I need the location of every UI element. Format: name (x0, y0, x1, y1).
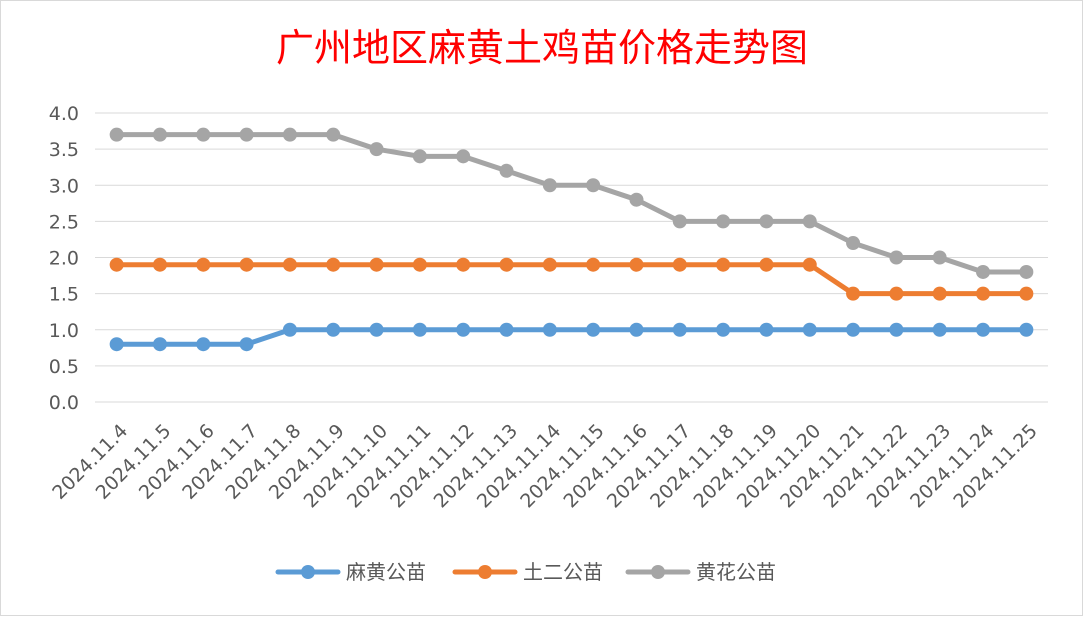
legend-marker (651, 565, 665, 579)
data-point (412, 149, 427, 164)
data-point (976, 264, 991, 279)
data-point (802, 257, 817, 272)
data-point (456, 149, 471, 164)
series-1 (109, 322, 1034, 352)
data-point (846, 236, 861, 251)
series-2 (109, 257, 1034, 301)
x-axis-ticks: 2024.11.42024.11.52024.11.62024.11.72024… (48, 420, 1042, 512)
data-point (152, 337, 167, 352)
y-tick-label: 2.5 (49, 211, 79, 233)
data-point (499, 257, 514, 272)
data-point (846, 322, 861, 337)
legend-marker (301, 565, 315, 579)
data-point (759, 214, 774, 229)
data-point (152, 257, 167, 272)
legend-item: 黄花公苗 (625, 560, 776, 584)
data-point (326, 322, 341, 337)
data-point (282, 322, 297, 337)
legend: 麻黄公苗 土二公苗 黄花公苗 (275, 560, 776, 584)
data-point (759, 322, 774, 337)
data-point (802, 214, 817, 229)
data-point (716, 257, 731, 272)
y-tick-label: 3.5 (49, 139, 79, 161)
y-tick-label: 4.0 (49, 103, 79, 125)
y-tick-label: 3.0 (49, 175, 79, 197)
data-point (239, 127, 254, 142)
data-point (976, 286, 991, 301)
data-point (499, 163, 514, 178)
data-point (196, 257, 211, 272)
data-point (152, 127, 167, 142)
data-point (759, 257, 774, 272)
data-point (542, 322, 557, 337)
data-point (542, 178, 557, 193)
data-point (586, 322, 601, 337)
y-tick-label: 1.5 (49, 284, 79, 306)
data-point (109, 257, 124, 272)
data-point (889, 286, 904, 301)
data-point (196, 337, 211, 352)
data-point (889, 250, 904, 265)
data-point (846, 286, 861, 301)
data-point (586, 257, 601, 272)
y-tick-label: 0.0 (49, 392, 79, 414)
data-point (1019, 322, 1034, 337)
data-point (629, 322, 644, 337)
data-point (932, 250, 947, 265)
legend-item: 麻黄公苗 (275, 560, 426, 584)
y-tick-label: 2.0 (49, 248, 79, 270)
data-point (932, 286, 947, 301)
data-point (629, 257, 644, 272)
data-point (456, 322, 471, 337)
legend-label: 土二公苗 (523, 560, 603, 584)
data-point (542, 257, 557, 272)
series-line (114, 132, 1029, 275)
data-point (326, 257, 341, 272)
data-point (109, 337, 124, 352)
data-point (716, 322, 731, 337)
data-point (239, 257, 254, 272)
data-point (412, 257, 427, 272)
legend-item: 土二公苗 (452, 560, 603, 584)
data-point (802, 322, 817, 337)
data-point (672, 214, 687, 229)
data-point (976, 322, 991, 337)
legend-label: 黄花公苗 (696, 560, 776, 584)
data-point (412, 322, 427, 337)
data-point (109, 127, 124, 142)
series-line (114, 262, 1029, 297)
data-point (369, 322, 384, 337)
y-tick-label: 1.0 (49, 320, 79, 342)
data-point (1019, 264, 1034, 279)
data-point (282, 257, 297, 272)
data-point (499, 322, 514, 337)
y-tick-label: 0.5 (49, 356, 79, 378)
series-line (114, 327, 1029, 347)
data-point (369, 142, 384, 157)
data-point (456, 257, 471, 272)
series-lines (109, 127, 1034, 352)
data-point (239, 337, 254, 352)
data-point (672, 257, 687, 272)
data-point (326, 127, 341, 142)
y-axis-ticks: 0.0 0.5 1.0 1.5 2.0 2.5 3.0 3.5 4.0 (49, 103, 79, 414)
legend-label: 麻黄公苗 (346, 560, 426, 584)
data-point (1019, 286, 1034, 301)
gridlines (95, 112, 1048, 403)
data-point (282, 127, 297, 142)
data-point (672, 322, 687, 337)
chart-title: 广州地区麻黄土鸡苗价格走势图 (276, 26, 808, 70)
data-point (369, 257, 384, 272)
data-point (629, 192, 644, 207)
data-point (889, 322, 904, 337)
data-point (586, 178, 601, 193)
legend-marker (478, 565, 492, 579)
data-point (932, 322, 947, 337)
data-point (716, 214, 731, 229)
data-point (196, 127, 211, 142)
series-3 (109, 127, 1034, 279)
